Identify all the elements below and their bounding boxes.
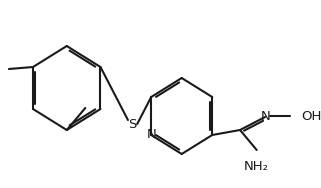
Text: N: N <box>261 109 271 123</box>
Text: N: N <box>146 129 156 142</box>
Text: OH: OH <box>301 109 321 123</box>
Text: NH₂: NH₂ <box>244 160 269 173</box>
Text: S: S <box>128 118 137 130</box>
